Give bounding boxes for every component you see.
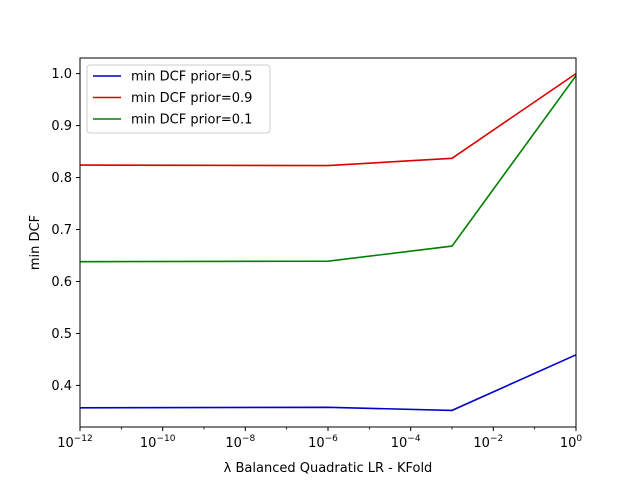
y-tick-label: 0.7 xyxy=(51,223,72,238)
x-tick-label: 10−4 xyxy=(391,434,421,451)
y-axis: 0.4 0.5 0.6 0.7 0.8 0.9 1.0 xyxy=(51,67,80,394)
y-tick-label: 0.5 xyxy=(51,327,72,342)
y-axis-label: min DCF xyxy=(28,215,43,270)
legend-entry-label: min DCF prior=0.1 xyxy=(131,113,252,128)
x-tick-label: 10−2 xyxy=(473,434,503,451)
plot-lines xyxy=(79,72,577,412)
y-tick-label: 0.9 xyxy=(51,119,72,134)
legend-entry-label: min DCF prior=0.5 xyxy=(131,70,252,85)
x-tick-label: 10−6 xyxy=(308,434,338,451)
y-tick-label: 0.4 xyxy=(51,379,72,394)
legend-box xyxy=(86,64,271,134)
x-tick-label: 10−10 xyxy=(140,434,176,451)
x-tick-label: 10−8 xyxy=(225,434,255,451)
series-line-1 xyxy=(79,72,577,167)
x-tick-label: 100 xyxy=(560,434,583,451)
series-line-0 xyxy=(79,354,577,412)
x-axis-label: λ Balanced Quadratic LR - KFold xyxy=(224,461,433,476)
y-tick-label: 1.0 xyxy=(51,67,72,82)
legend-entry-label: min DCF prior=0.9 xyxy=(131,91,252,106)
y-tick-label: 0.6 xyxy=(51,275,72,290)
legend: min DCF prior=0.5 min DCF prior=0.9 min DC… xyxy=(86,64,271,134)
series-line-2 xyxy=(79,75,577,263)
x-tick-label: 10−12 xyxy=(57,434,93,451)
y-tick-label: 0.8 xyxy=(51,171,72,186)
x-axis: 10−12 10−10 10−8 10−6 10−4 10−2 100 xyxy=(57,427,582,451)
